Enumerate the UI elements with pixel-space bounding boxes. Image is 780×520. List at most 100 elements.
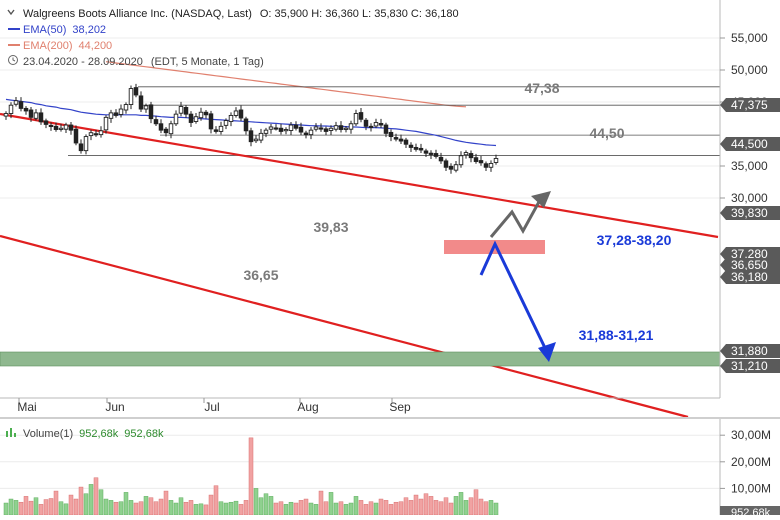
volume-bar [488,500,494,516]
level-tag-label: 31,880 [731,344,768,358]
volume-series [3,437,499,516]
candle [358,108,364,123]
candle [353,109,359,126]
candle [248,127,254,147]
volume-bar [353,496,359,516]
candle [418,143,424,154]
svg-text:952,68k: 952,68k [731,507,771,515]
volume-bar [448,502,454,516]
volume-bar [393,501,399,516]
candle [88,129,94,141]
candle [78,139,84,154]
level-tag-label: 36,180 [731,270,768,284]
candle [433,149,439,159]
level-tag [720,98,780,112]
volume-bar [243,500,249,516]
ema50-swatch [8,28,20,30]
volume-bar [138,501,144,516]
candle [43,118,49,129]
candle [178,101,184,117]
volume-bar [43,499,49,516]
volume-label: Volume(1) 952,68k 952,68k [23,428,164,440]
candle [138,91,144,113]
volume-bar [68,494,74,516]
candle [463,150,469,159]
period-text: 23.04.2020 - 28.09.2020 (EDT, 5 Monate, 1… [23,56,264,68]
volume-bar [338,501,344,516]
volume-bar [478,498,484,516]
candle [23,106,29,115]
chevron-down-icon[interactable] [7,9,15,16]
annotation-s2: 36,65 [243,267,278,283]
level-tag-label: 31,210 [731,359,768,373]
candle [453,160,459,173]
volume-bar [493,502,499,516]
volume-bar [318,490,324,516]
candle [183,105,189,118]
volume-bar [258,497,264,516]
candle [8,102,14,119]
candle [408,142,414,152]
candle [403,137,409,149]
volume-bar [333,502,339,516]
candle [318,123,324,132]
candle [3,111,9,120]
candle [348,120,354,134]
volume-bar [378,498,384,516]
volume-bar [373,502,379,516]
level-tag-label: 37,280 [731,247,768,261]
volume-bar [218,501,224,516]
volume-bar [453,496,459,516]
volume-bar [293,502,299,516]
volume-bar [168,500,174,516]
volume-bar [388,504,394,516]
volume-bar [113,501,119,516]
candle [73,125,79,146]
candle [168,120,174,139]
horizontal-levels [68,86,720,156]
volume-bar [3,502,9,516]
volume-bar [148,497,154,516]
volume-bar [78,486,84,516]
volume-bar [268,496,274,516]
candle [363,118,369,131]
volume-legend: Volume(1) 952,68k 952,68k [6,428,164,440]
volume-bar [458,492,464,516]
volume-panel-divider [0,417,780,419]
candle [243,116,249,135]
level-tag [720,344,780,358]
candle [223,118,229,130]
candle [368,123,374,132]
volume-bar [273,502,279,516]
volume-bar [403,497,409,516]
candle [273,124,279,131]
volume-bar [423,493,429,516]
candle [208,110,214,134]
candle [68,122,74,135]
ema200-series [105,61,467,108]
trend-channel [0,112,719,419]
volume-bar [83,493,89,516]
volume-bar [48,498,54,516]
volume-bar [438,501,444,516]
price-grid [0,37,720,199]
volume-bar [23,496,29,516]
volume-bar [198,503,204,516]
candle [193,112,199,124]
time-tick-label: Sep [389,400,411,414]
candle [428,150,434,160]
candle [393,133,399,142]
candle [268,123,274,134]
ema50-legend: EMA(50) 38,202 [23,24,106,36]
candle [278,123,284,135]
volume-bar [483,501,489,516]
level-tag [720,258,780,272]
price-tick-label: 30,000 [731,191,768,205]
volume-bar [433,500,439,516]
volume-bar [323,501,329,516]
candle [263,127,269,138]
chart-legend: Walgreens Boots Alliance Inc. (NASDAQ, L… [7,8,459,68]
